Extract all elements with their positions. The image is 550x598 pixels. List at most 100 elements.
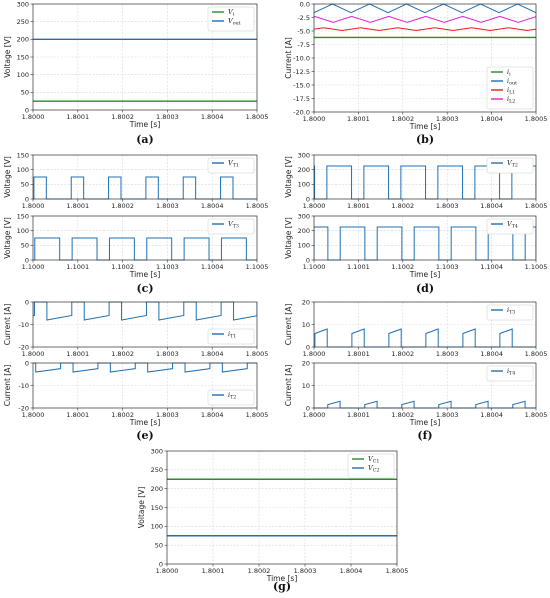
y-tick-label: 100: [17, 166, 29, 174]
y-tick-label: -20.0: [293, 108, 310, 116]
plot-frame: [313, 301, 537, 348]
x-tick-label: 1.8000: [303, 202, 326, 210]
x-tick-label: 1.8001: [347, 350, 370, 358]
x-tick-label: 1.8000: [303, 115, 326, 123]
y-tick-label: 200: [151, 485, 163, 493]
legend-label-i_i: ii: [507, 68, 511, 78]
legend-label-V_i: Vi: [228, 8, 235, 18]
x-tick-label: 1.8002: [391, 202, 414, 210]
y-tick-label: 0: [25, 195, 29, 203]
panel-c1: 1.8000 1.8001 1.8002 1.8003 1.8004 1.8005 0 50 1…: [3, 151, 268, 210]
x-tick-label: 1.8003: [436, 115, 459, 123]
x-tick-label: 1.8005: [246, 113, 269, 121]
y-tick-label: 50: [21, 89, 29, 97]
panel-e1: 1.8000 1.8001 1.8002 1.8003 1.8004 1.8005 0 -10…: [3, 298, 268, 358]
x-tick-label: 1.8005: [525, 411, 548, 419]
y-tick-label: 200: [298, 227, 310, 235]
panel-caption: (b): [416, 133, 434, 146]
y-tick-label: 0: [159, 560, 163, 568]
x-tick-label: 1.8004: [480, 411, 503, 419]
x-tick-label: 1.1003: [436, 263, 459, 271]
x-tick-label: 1.8004: [480, 202, 503, 210]
x-tick-label: 1.8000: [303, 350, 326, 358]
y-axis-label: Voltage [V]: [284, 156, 293, 198]
legend-box: [207, 157, 255, 174]
x-tick-label: 1.8002: [391, 115, 414, 123]
y-tick-label: 200: [298, 166, 310, 174]
x-tick-label: 1.8001: [202, 567, 225, 575]
panel-a: 1.8000 1.8001 1.8002 1.8003 1.8004 1.8005 0 50 1…: [3, 0, 268, 146]
y-axis-label: Voltage [V]: [284, 217, 293, 259]
y-axis-label: Voltage [V]: [3, 36, 12, 78]
y-axis-label: Current [A]: [284, 37, 293, 79]
legend-label-V_C1: VC1: [368, 455, 379, 465]
panel-e2: 1.8000 1.8001 1.8002 1.8003 1.8004 1.8005 0 -10…: [3, 359, 268, 442]
panel-caption: (g): [273, 580, 291, 593]
x-tick-label: 1.8003: [156, 350, 179, 358]
panel-caption: (c): [136, 282, 153, 295]
y-tick-label: 100: [17, 227, 29, 235]
x-tick-label: 1.8001: [347, 411, 370, 419]
x-tick-label: 1.1000: [22, 263, 45, 271]
x-tick-label: 1.8004: [201, 113, 224, 121]
x-tick-label: 1.8002: [111, 202, 134, 210]
series-line-V_T4: [314, 226, 536, 261]
y-axis-label: Voltage [V]: [3, 156, 12, 198]
x-tick-label: 1.1001: [66, 263, 89, 271]
plot-frame: [32, 301, 258, 348]
panel-g: 1.8000 1.8001 1.8002 1.8003 1.8004 1.8005 0 50 1…: [137, 447, 408, 593]
x-tick-label: 1.8002: [248, 567, 271, 575]
legend-label-V_C2: VC2: [368, 464, 379, 474]
y-tick-label: 10: [302, 382, 310, 390]
x-tick-label: 1.8005: [386, 567, 409, 575]
x-tick-label: 1.8001: [66, 411, 89, 419]
x-tick-label: 1.8001: [347, 115, 370, 123]
y-tick-label: 10: [302, 321, 310, 329]
x-tick-label: 1.8002: [391, 350, 414, 358]
legend-label-V_T1: VT1: [228, 159, 239, 169]
x-tick-label: 1.8001: [66, 350, 89, 358]
panel-caption: (f): [417, 429, 432, 442]
y-tick-label: -12.5: [293, 68, 310, 76]
y-tick-label: 150: [17, 212, 29, 220]
x-axis-label: Time [s]: [409, 122, 441, 131]
x-tick-label: 1.1000: [303, 263, 326, 271]
plot-frame: [32, 3, 258, 111]
y-tick-label: 250: [151, 466, 163, 474]
y-tick-label: 300: [298, 151, 310, 159]
plot-frame: [32, 215, 258, 261]
x-tick-label: 1.8003: [436, 202, 459, 210]
x-tick-label: 1.8004: [480, 115, 503, 123]
legend-box: [486, 157, 534, 174]
legend-label-i_out: iout: [507, 77, 517, 87]
x-axis-label: Time [s]: [129, 120, 161, 129]
x-tick-label: 1.8001: [66, 113, 89, 121]
y-tick-label: -10: [18, 321, 29, 329]
x-tick-label: 1.8005: [246, 411, 269, 419]
x-tick-label: 1.1005: [246, 263, 269, 271]
plot-frame: [313, 215, 537, 261]
y-tick-label: -2.5: [297, 14, 310, 22]
x-tick-label: 1.8005: [525, 350, 548, 358]
x-tick-label: 1.1001: [347, 263, 370, 271]
y-tick-label: 300: [17, 0, 29, 8]
y-tick-label: 300: [298, 212, 310, 220]
x-axis-label: Time [s]: [409, 270, 441, 279]
y-tick-label: -5.0: [297, 27, 310, 35]
legend-label-i_T2: iT2: [228, 391, 236, 401]
y-tick-label: 50: [21, 242, 29, 250]
legend-box: [486, 304, 534, 321]
legend-label-i_T3: iT3: [507, 306, 515, 316]
legend-box: [207, 218, 255, 235]
x-tick-label: 1.8003: [294, 567, 317, 575]
legend-label-i_T4: iT4: [507, 367, 515, 377]
plot-frame: [32, 362, 258, 409]
panel-f1: 1.8000 1.8001 1.8002 1.8003 1.8004 1.8005 0 10 2…: [284, 298, 547, 358]
x-tick-label: 1.8005: [246, 350, 269, 358]
legend-box: [207, 6, 255, 32]
x-tick-label: 1.8002: [111, 113, 134, 121]
y-tick-label: 100: [17, 71, 29, 79]
x-tick-label: 1.8002: [391, 411, 414, 419]
series-line-i_T1: [33, 301, 257, 321]
